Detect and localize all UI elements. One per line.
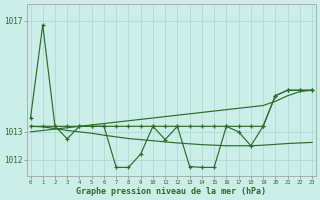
X-axis label: Graphe pression niveau de la mer (hPa): Graphe pression niveau de la mer (hPa) [76, 187, 266, 196]
